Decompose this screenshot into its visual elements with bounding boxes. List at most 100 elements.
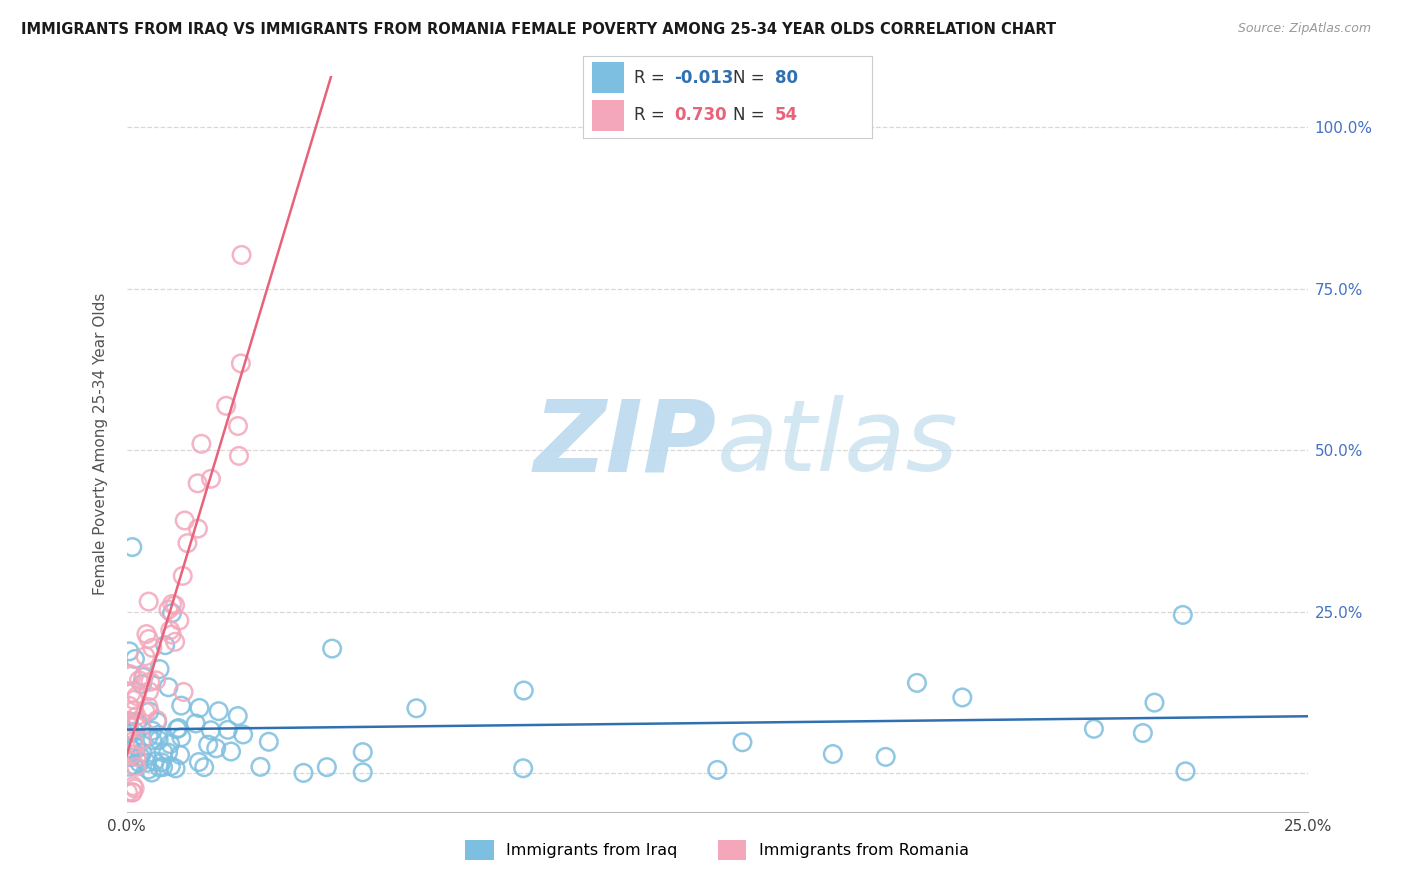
Point [117, 714, 139, 729]
Point [232, 727, 254, 741]
Point [184, 716, 207, 731]
Point [132, 669, 155, 683]
Point [169, 614, 191, 628]
Point [148, 760, 170, 774]
FancyBboxPatch shape [592, 100, 624, 131]
Point [118, 698, 141, 713]
Point [1174, 764, 1197, 779]
Point [172, 569, 194, 583]
Point [121, 747, 143, 762]
Point [136, 763, 159, 777]
Point [128, 756, 150, 770]
Legend: Immigrants from Iraq, Immigrants from Romania: Immigrants from Iraq, Immigrants from Ro… [458, 834, 976, 866]
Point [231, 248, 253, 262]
Point [127, 714, 149, 729]
Point [167, 721, 190, 735]
Point [124, 652, 146, 666]
Point [152, 760, 174, 774]
Point [165, 634, 187, 648]
Point [135, 756, 157, 770]
Point [118, 741, 141, 756]
Point [165, 761, 187, 775]
Point [125, 760, 148, 774]
Point [121, 668, 143, 682]
Point [228, 449, 250, 463]
Point [124, 724, 146, 739]
Point [875, 750, 897, 764]
Point [170, 698, 193, 713]
Point [950, 690, 973, 705]
Point [131, 746, 153, 760]
Point [176, 536, 198, 550]
Point [125, 709, 148, 723]
Point [128, 673, 150, 688]
Point [121, 785, 143, 799]
Point [138, 705, 160, 719]
Point [163, 598, 186, 612]
Point [229, 356, 252, 370]
Point [200, 723, 222, 738]
Point [257, 735, 280, 749]
Point [170, 731, 193, 745]
Point [249, 760, 271, 774]
Point [131, 733, 153, 747]
Point [1132, 726, 1154, 740]
Point [405, 701, 427, 715]
Point [187, 522, 209, 536]
Point [173, 514, 195, 528]
Point [205, 741, 228, 756]
Point [121, 540, 143, 554]
Point [217, 723, 239, 737]
Point [148, 733, 170, 747]
Point [118, 644, 141, 658]
Point [134, 649, 156, 664]
Text: R =: R = [634, 106, 669, 124]
Point [157, 746, 180, 760]
Point [138, 594, 160, 608]
Point [132, 670, 155, 684]
Text: 80: 80 [775, 69, 799, 87]
Point [124, 737, 146, 751]
Point [1171, 607, 1194, 622]
Point [1083, 722, 1105, 736]
Point [131, 677, 153, 691]
Point [1143, 696, 1166, 710]
Point [160, 606, 183, 620]
Point [148, 728, 170, 742]
Point [121, 743, 143, 757]
Point [157, 603, 180, 617]
Point [117, 718, 139, 732]
Point [125, 740, 148, 755]
Point [215, 399, 238, 413]
Point [706, 763, 728, 777]
Point [118, 726, 141, 740]
Point [187, 476, 209, 491]
Point [160, 759, 183, 773]
Point [141, 765, 163, 780]
Text: N =: N = [734, 69, 770, 87]
Point [125, 750, 148, 764]
Point [190, 437, 212, 451]
Point [208, 704, 231, 718]
Point [118, 760, 141, 774]
Point [352, 745, 374, 759]
Point [141, 733, 163, 747]
Point [117, 785, 139, 799]
Y-axis label: Female Poverty Among 25-34 Year Olds: Female Poverty Among 25-34 Year Olds [93, 293, 108, 595]
Point [905, 676, 928, 690]
Point [321, 641, 343, 656]
Text: atlas: atlas [717, 395, 959, 492]
Point [139, 674, 162, 689]
Text: 0.730: 0.730 [675, 106, 727, 124]
Point [120, 750, 142, 764]
Point [146, 713, 169, 727]
Point [124, 703, 146, 717]
Point [138, 632, 160, 646]
Point [149, 662, 172, 676]
Point [129, 749, 152, 764]
Point [153, 638, 176, 652]
Point [352, 765, 374, 780]
Point [124, 781, 146, 796]
Text: ZIP: ZIP [534, 395, 717, 492]
Point [135, 627, 157, 641]
